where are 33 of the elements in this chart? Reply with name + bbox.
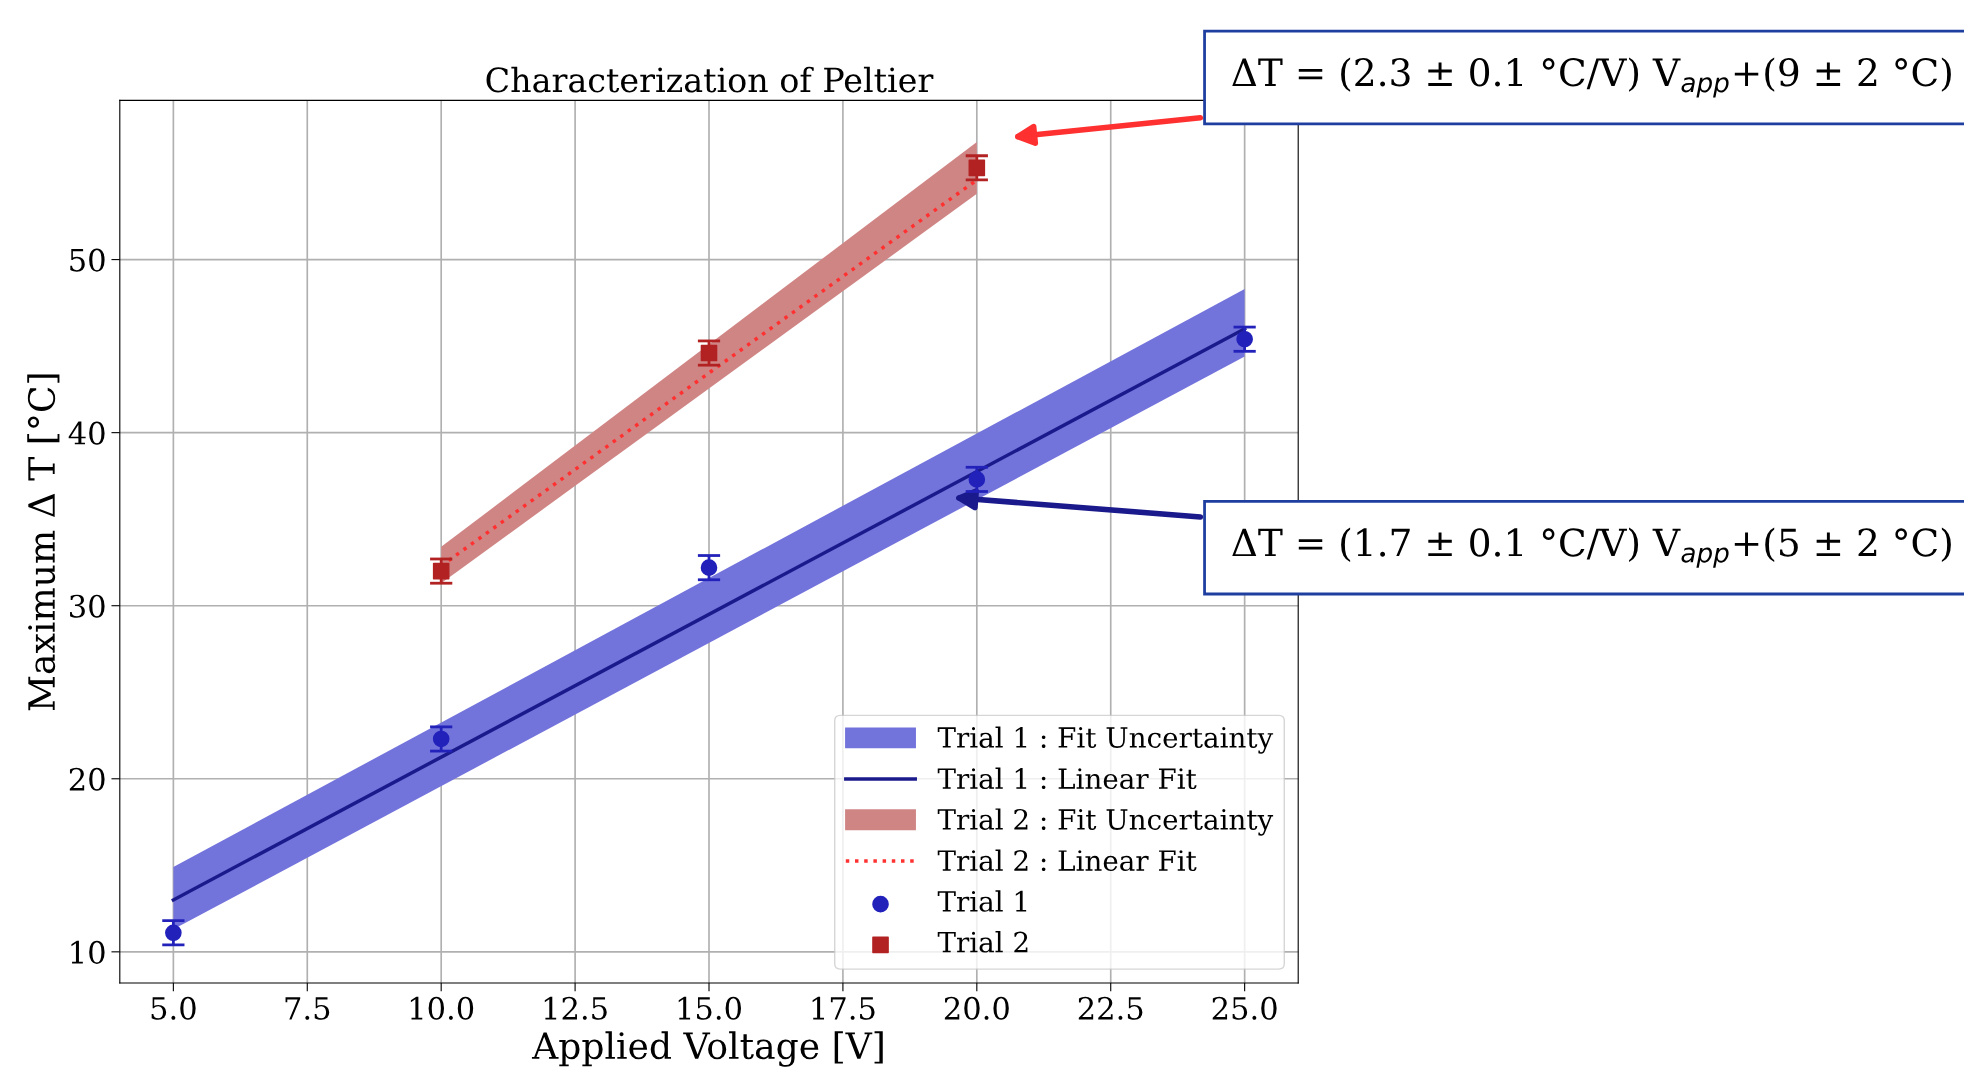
legend-label: Trial 1 : Fit Uncertainty bbox=[937, 726, 1274, 754]
x-tick-label: 7.5 bbox=[285, 997, 330, 1020]
text: ΔT = (2.3 ± 0.1 °C/V) V$_{app}$+(9 ± 2 °C) bbox=[1232, 57, 1951, 98]
y-tick-label: 50 bbox=[70, 248, 105, 272]
x-tick-label: 5.0 bbox=[151, 996, 196, 1020]
y-tick-label: 40 bbox=[68, 421, 105, 445]
point bbox=[1236, 330, 1253, 348]
x-tick-label: 20.0 bbox=[944, 996, 1009, 1020]
legend-label: Trial 1 : Linear Fit bbox=[937, 767, 1197, 790]
legend-label: Trial 1 bbox=[937, 890, 1027, 912]
x-tick-label: 25.0 bbox=[1212, 996, 1277, 1020]
x-tick-label: 10.0 bbox=[410, 996, 474, 1020]
x-tick-label: 22.5 bbox=[1078, 996, 1143, 1020]
point bbox=[968, 159, 986, 177]
annotation: ΔT = (1.7 ± 0.1 °C/V) V$_{app}$+(5 ± 2 °C) bbox=[1232, 527, 1951, 568]
x-tick-label: 17.5 bbox=[812, 996, 875, 1020]
point bbox=[432, 562, 450, 580]
y-tick-label: 20 bbox=[69, 767, 105, 791]
point bbox=[700, 344, 718, 362]
point bbox=[968, 471, 986, 488]
x-tick-label: 12.5 bbox=[544, 996, 607, 1020]
legend-label: Trial 2 : Fit Uncertainty bbox=[937, 808, 1274, 836]
x-tick-label: 15.0 bbox=[678, 996, 741, 1020]
y-tick-label: 10 bbox=[71, 940, 105, 964]
legend-label: Trial 2 : Linear Fit bbox=[937, 849, 1197, 872]
point bbox=[432, 730, 450, 748]
y-tick-label: 30 bbox=[70, 594, 105, 618]
x-axis-title: Applied Voltage [V] bbox=[531, 1031, 883, 1067]
point bbox=[700, 559, 718, 576]
chart-title: Characterization of Peltier bbox=[486, 66, 934, 93]
point bbox=[165, 924, 182, 942]
y-axis-title: Maximum Δ T [°C] bbox=[27, 374, 60, 711]
legend-label: Trial 2 bbox=[937, 931, 1028, 953]
